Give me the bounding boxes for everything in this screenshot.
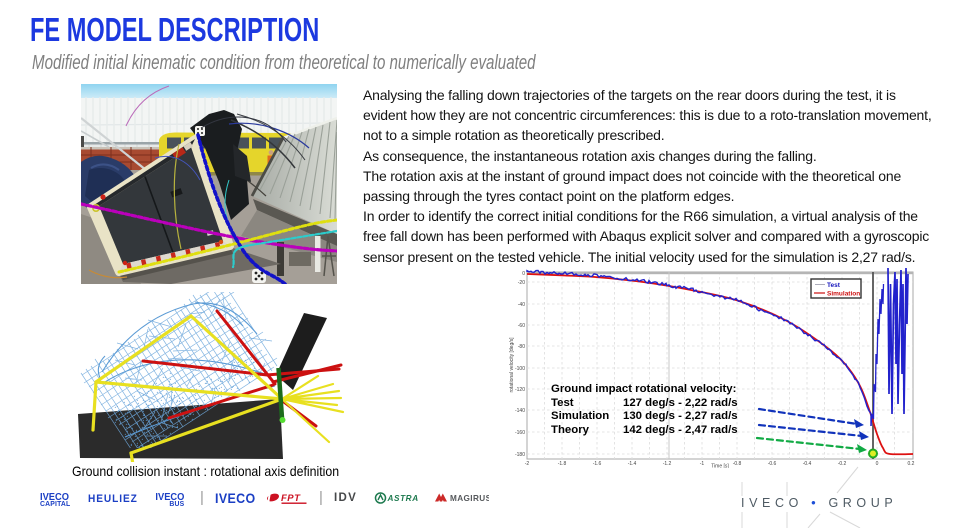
svg-text:0.2: 0.2 (908, 461, 915, 467)
svg-text:Test: Test (827, 282, 841, 289)
svg-text:-100: -100 (515, 366, 525, 372)
svg-text:MAGIRUS: MAGIRUS (450, 494, 489, 503)
svg-text:-1.6: -1.6 (593, 461, 602, 467)
svg-text:Time [s]: Time [s] (711, 464, 729, 469)
svg-text:-0.4: -0.4 (803, 461, 812, 467)
svg-text:ASTRA: ASTRA (387, 494, 419, 503)
svg-text:rotational velocity [deg/s]: rotational velocity [deg/s] (509, 337, 515, 393)
svg-text:0: 0 (876, 461, 879, 467)
svg-text:-140: -140 (515, 408, 525, 414)
svg-text:-20: -20 (518, 280, 525, 286)
svg-text:-1: -1 (700, 461, 705, 467)
svg-text:-40: -40 (518, 302, 525, 308)
svg-text:-0.2: -0.2 (838, 461, 847, 467)
svg-text:-2: -2 (525, 461, 530, 467)
svg-text:-60: -60 (518, 323, 525, 329)
svg-text:-160: -160 (515, 430, 525, 436)
svg-text:-80: -80 (518, 344, 525, 350)
svg-text:-120: -120 (515, 387, 525, 393)
svg-text:0: 0 (522, 271, 525, 277)
svg-text:-180: -180 (515, 452, 525, 458)
svg-text:Simulation: Simulation (827, 291, 860, 298)
svg-text:FPT: FPT (281, 493, 301, 504)
svg-text:-1.4: -1.4 (628, 461, 637, 467)
svg-text:-1.2: -1.2 (663, 461, 672, 467)
svg-text:-0.6: -0.6 (768, 461, 777, 467)
svg-text:-0.8: -0.8 (733, 461, 742, 467)
svg-text:-1.8: -1.8 (558, 461, 567, 467)
